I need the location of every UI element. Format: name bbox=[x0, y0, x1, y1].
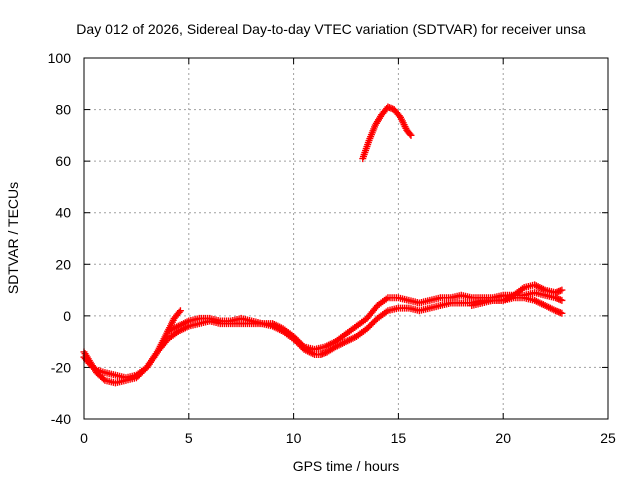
x-tick-label: 20 bbox=[495, 430, 511, 446]
data-point bbox=[299, 341, 307, 349]
grid-layer bbox=[84, 58, 608, 419]
x-tick-label: 5 bbox=[185, 430, 193, 446]
y-tick-label: -40 bbox=[51, 411, 71, 427]
data-point bbox=[407, 131, 415, 139]
y-axis-label: SDTVAR / TECUs bbox=[5, 182, 21, 294]
data-point bbox=[558, 309, 566, 317]
x-tick-label: 15 bbox=[391, 430, 407, 446]
data-point bbox=[91, 365, 99, 373]
series-trace-4 bbox=[359, 103, 415, 163]
series-trace-5 bbox=[468, 281, 566, 310]
data-point bbox=[175, 308, 183, 316]
y-tick-label: 60 bbox=[55, 153, 71, 169]
data-point bbox=[558, 296, 566, 304]
data-point bbox=[176, 307, 184, 315]
x-tick-label: 0 bbox=[80, 430, 88, 446]
data-layer bbox=[80, 103, 566, 387]
chart-title: Day 012 of 2026, Sidereal Day-to-day VTE… bbox=[76, 21, 586, 37]
y-tick-label: 20 bbox=[55, 256, 71, 272]
y-tick-label: 80 bbox=[55, 102, 71, 118]
tick-layer: 0 5 10 15 20 25 -40 -20 0 20 40 60 80 100 bbox=[48, 50, 616, 446]
data-point bbox=[406, 130, 414, 138]
y-tick-label: 100 bbox=[48, 50, 72, 66]
series-trace-1 bbox=[80, 294, 566, 387]
x-tick-label: 10 bbox=[286, 430, 302, 446]
x-axis-label: GPS time / hours bbox=[293, 458, 400, 474]
y-tick-label: 40 bbox=[55, 205, 71, 221]
series-trace-2 bbox=[80, 307, 184, 382]
y-tick-label: -20 bbox=[51, 359, 71, 375]
x-tick-label: 25 bbox=[600, 430, 616, 446]
y-tick-label: 0 bbox=[63, 308, 71, 324]
plot-frame bbox=[83, 57, 609, 420]
data-point bbox=[558, 286, 566, 294]
